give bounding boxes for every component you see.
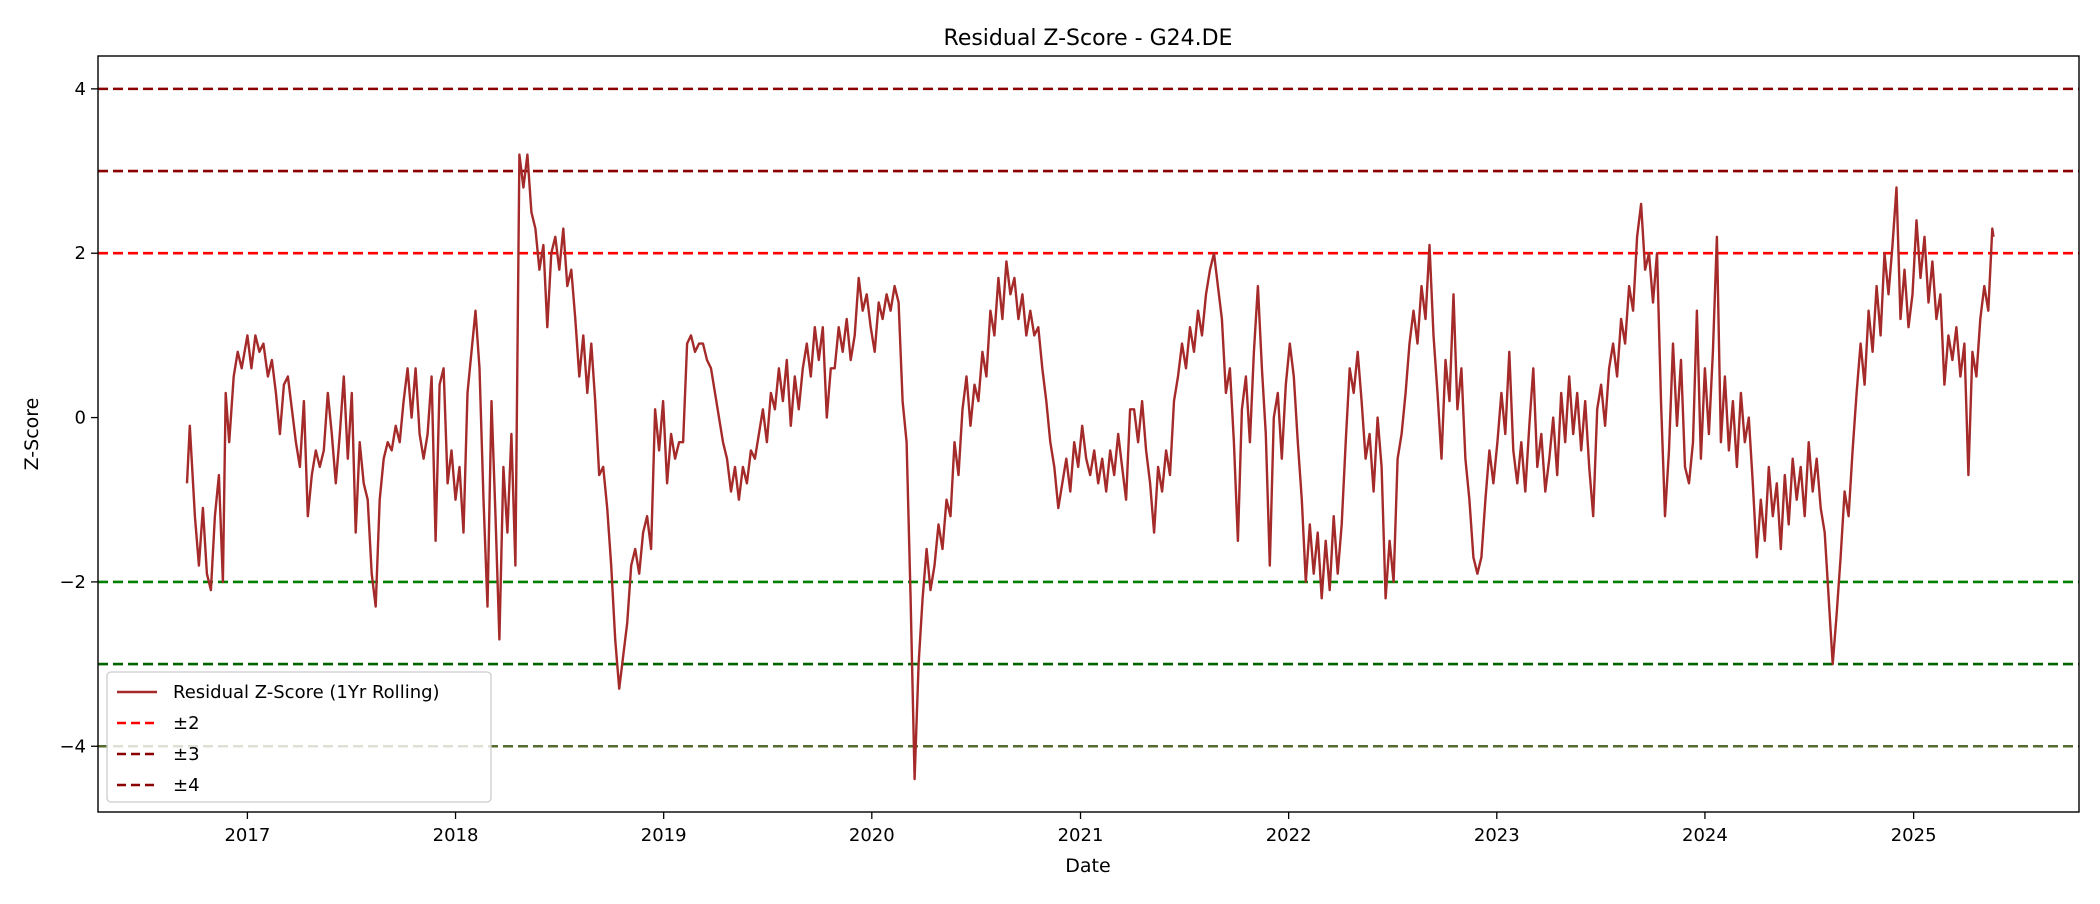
x-axis-label: Date bbox=[1065, 855, 1110, 877]
y-tick-label-0: 4 bbox=[75, 79, 86, 100]
legend-box bbox=[106, 671, 492, 803]
legend-label-1: ±2 bbox=[173, 713, 200, 734]
y-tick-label-4: −4 bbox=[59, 736, 86, 757]
x-tick-label-0: 2017 bbox=[224, 825, 270, 846]
x-tick-label-6: 2023 bbox=[1474, 825, 1520, 846]
x-tick-label-7: 2024 bbox=[1682, 825, 1728, 846]
x-tick-label-5: 2022 bbox=[1266, 825, 1312, 846]
x-tick-label-1: 2018 bbox=[433, 825, 479, 846]
y-tick-label-2: 0 bbox=[75, 408, 86, 429]
series-layer bbox=[185, 153, 1995, 781]
x-tick-label-8: 2025 bbox=[1891, 825, 1937, 846]
chart-title: Residual Z-Score - G24.DE bbox=[944, 26, 1233, 51]
y-tick-label-1: 2 bbox=[75, 243, 86, 264]
legend: Residual Z-Score (1Yr Rolling) ±2 ±3 ±4 bbox=[106, 671, 492, 803]
y-axis-ticks: 4 2 0 −2 −4 bbox=[59, 79, 98, 757]
x-tick-label-4: 2021 bbox=[1058, 825, 1104, 846]
legend-label-0: Residual Z-Score (1Yr Rolling) bbox=[173, 682, 440, 703]
legend-label-2: ±3 bbox=[173, 744, 200, 765]
threshold-lines bbox=[98, 87, 2079, 748]
series-line-0 bbox=[185, 153, 1995, 781]
y-tick-label-3: −2 bbox=[59, 572, 86, 593]
x-tick-label-3: 2020 bbox=[849, 825, 895, 846]
x-tick-label-2: 2019 bbox=[641, 825, 687, 846]
x-axis-ticks: 2017 2018 2019 2020 2021 2022 2023 2024 2025 bbox=[224, 812, 1937, 846]
y-axis-label: Z-Score bbox=[21, 398, 43, 471]
legend-label-3: ±4 bbox=[173, 775, 200, 796]
plot-frame bbox=[97, 55, 2080, 813]
